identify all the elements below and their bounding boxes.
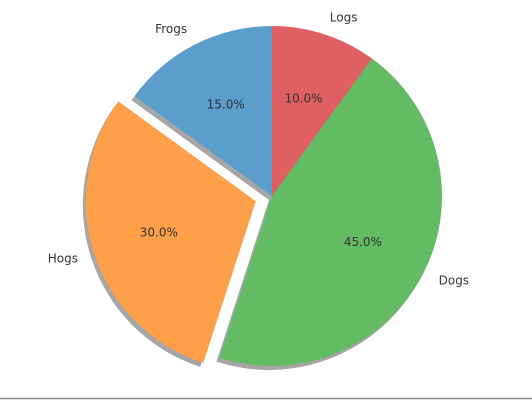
slice-label: Dogs bbox=[439, 273, 469, 287]
slice-label: Logs bbox=[330, 11, 358, 25]
labels: Frogs 15.0% Hogs 30.0% Dogs 45.0% Logs 10.0% bbox=[48, 11, 469, 288]
slices bbox=[85, 25, 443, 367]
slice bbox=[85, 101, 256, 363]
slice bbox=[134, 26, 272, 196]
value-label: 10.0% bbox=[284, 91, 322, 105]
value-label: 45.0% bbox=[344, 235, 382, 249]
slice bbox=[272, 25, 372, 196]
slice bbox=[219, 58, 443, 367]
slice-label: Frogs bbox=[155, 22, 187, 36]
value-label: 30.0% bbox=[140, 225, 178, 239]
value-label: 15.0% bbox=[207, 98, 245, 112]
slice-label: Hogs bbox=[48, 252, 78, 266]
